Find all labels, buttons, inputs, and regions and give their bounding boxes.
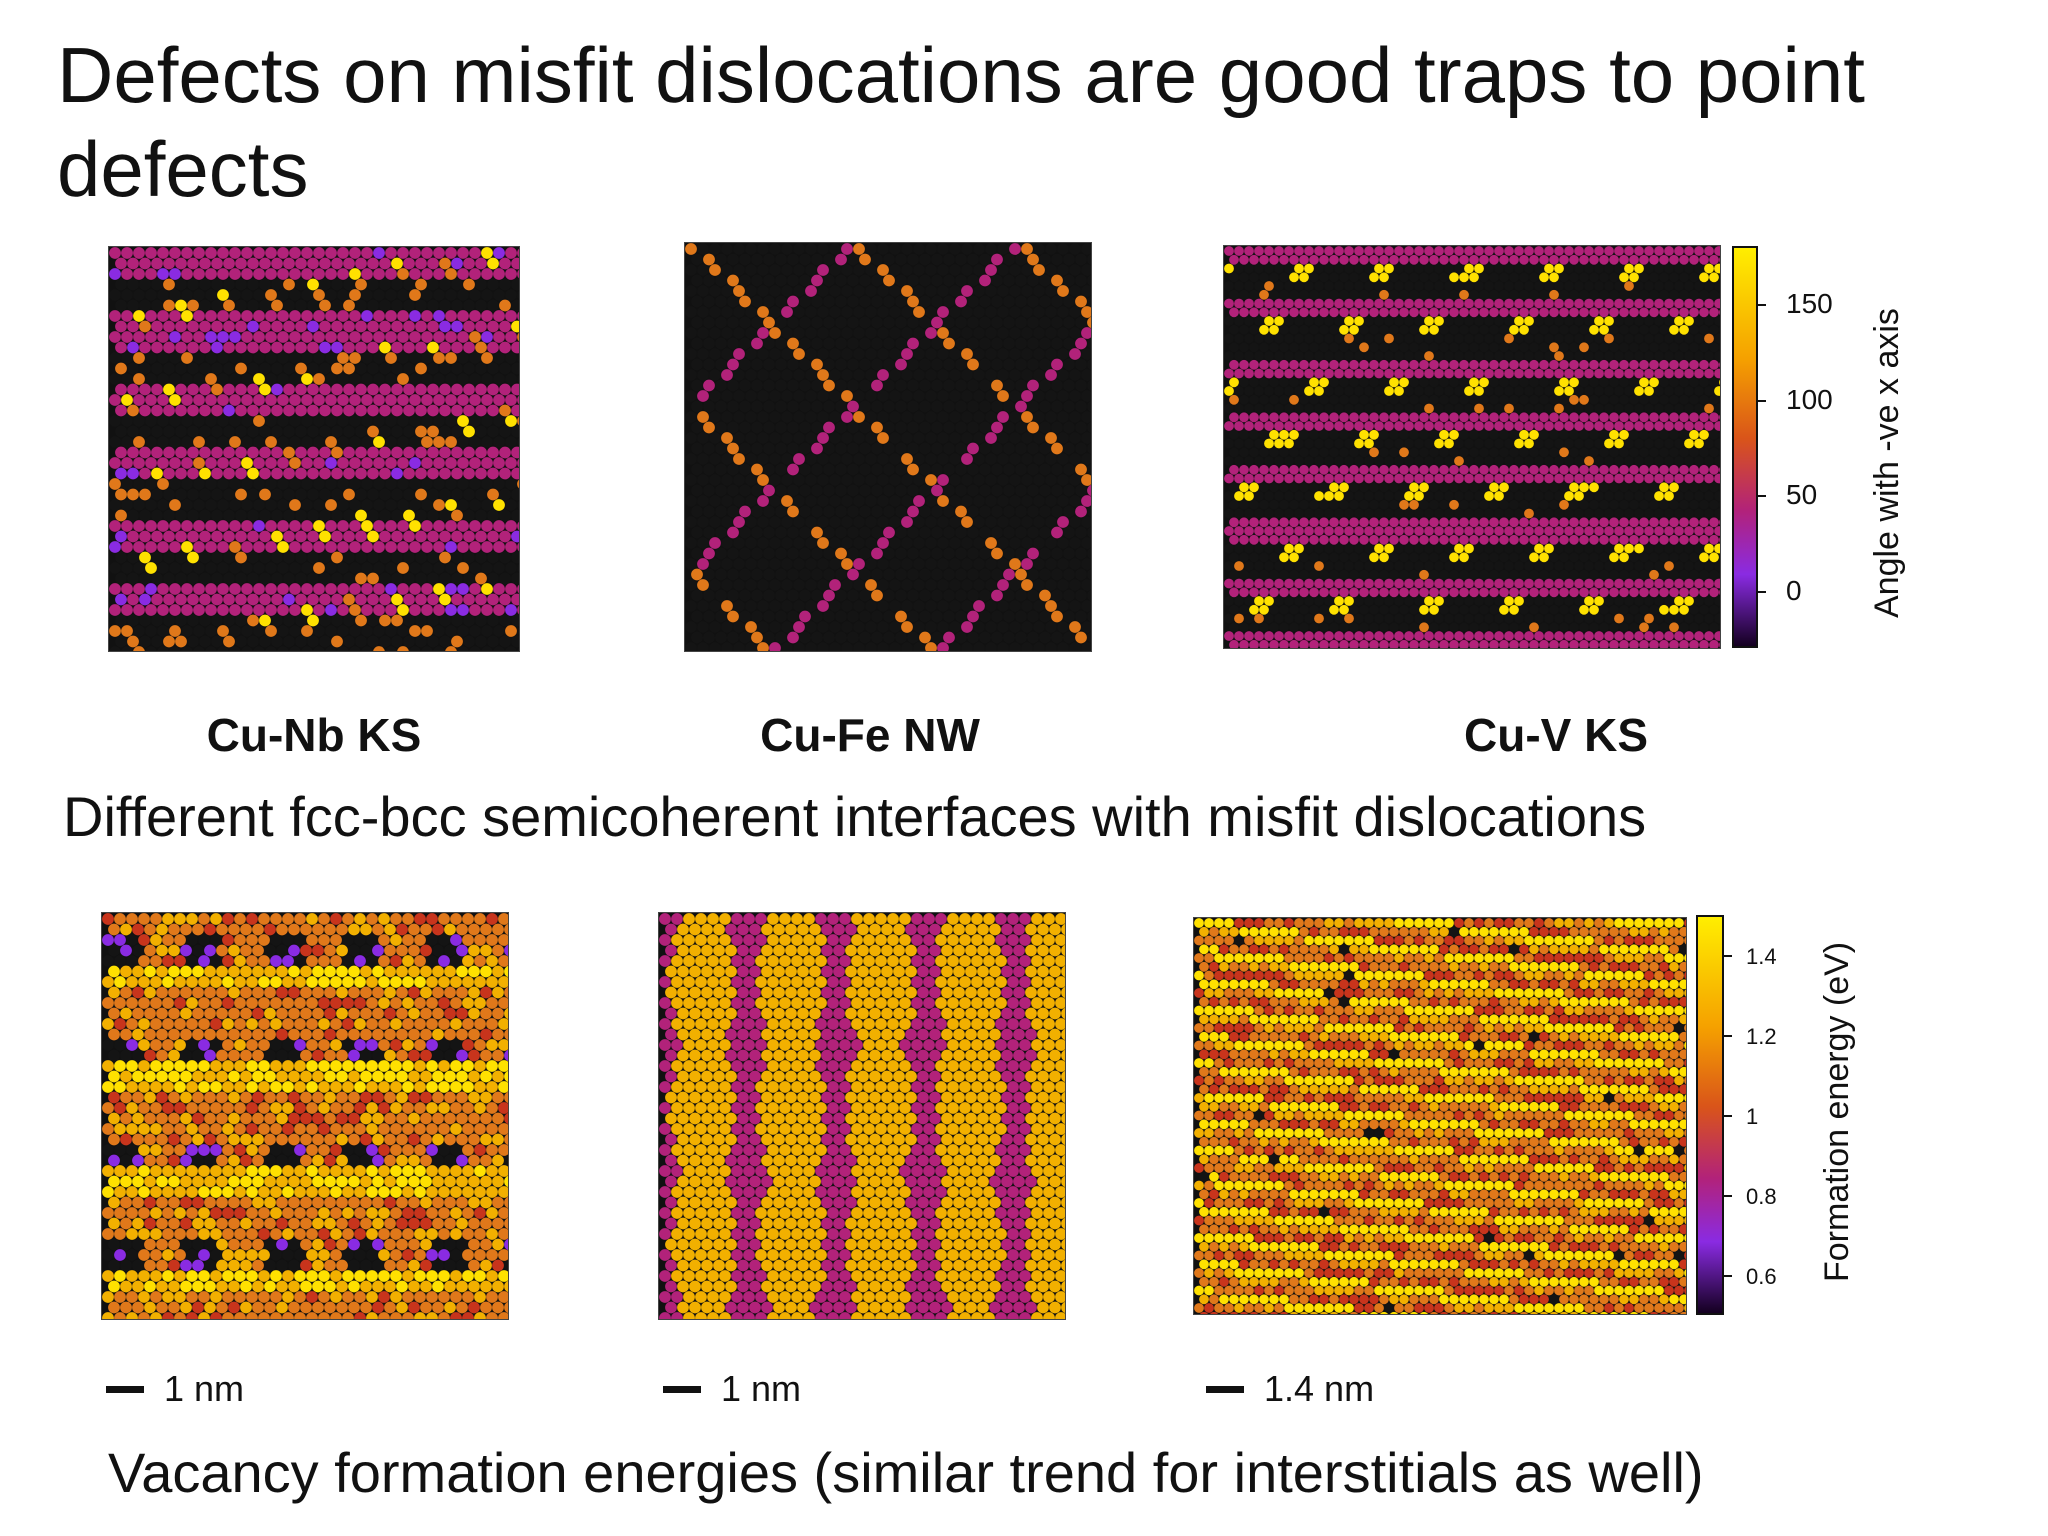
energy-tick-1-2: 1.2 bbox=[1746, 1024, 1777, 1049]
colorbar-tickmark bbox=[1758, 495, 1766, 497]
scalebar-label: 1.4 nm bbox=[1264, 1368, 1375, 1409]
bottom-caption: Vacancy formation energies (similar tren… bbox=[108, 1441, 1704, 1504]
colorbar-tickmark bbox=[1724, 1035, 1732, 1037]
panel-label-cu-v-ks: Cu-V KS bbox=[1464, 709, 1648, 761]
scalebar-cu-nb: 1 nm bbox=[106, 1368, 244, 1410]
scalebar-label: 1 nm bbox=[721, 1368, 802, 1409]
top-caption: Different fcc-bcc semicoherent interface… bbox=[63, 785, 1647, 848]
angle-colorbar bbox=[1732, 246, 1758, 648]
colorbar-tickmark bbox=[1724, 955, 1732, 957]
cu-nb-ks-angle-map bbox=[108, 246, 520, 652]
formation-energy-colorbar bbox=[1696, 915, 1724, 1315]
angle-colorbar-label: Angle with -ve x axis bbox=[1868, 308, 1906, 618]
colorbar-tickmark bbox=[1758, 400, 1766, 402]
scalebar-cu-v: 1.4 nm bbox=[1206, 1368, 1374, 1410]
scalebar-label: 1 nm bbox=[164, 1368, 245, 1409]
cu-nb-ks-vacancy-energy-map bbox=[101, 912, 509, 1320]
scalebar-cu-fe: 1 nm bbox=[663, 1368, 801, 1410]
cu-v-ks-vacancy-energy-map bbox=[1193, 917, 1687, 1315]
panel-label-cu-nb-ks: Cu-Nb KS bbox=[206, 709, 422, 761]
scalebar-line bbox=[1206, 1385, 1244, 1393]
formation-energy-colorbar-label: Formation energy (eV) bbox=[1818, 941, 1856, 1282]
scalebar-line bbox=[106, 1385, 144, 1393]
angle-tick-100: 100 bbox=[1786, 384, 1833, 415]
angle-tick-0: 0 bbox=[1786, 575, 1802, 606]
cu-fe-nw-angle-map bbox=[684, 242, 1092, 652]
energy-tick-1-4: 1.4 bbox=[1746, 944, 1777, 969]
cu-v-ks-angle-map bbox=[1223, 245, 1721, 649]
colorbar-tickmark bbox=[1724, 1195, 1732, 1197]
energy-tick-1: 1 bbox=[1746, 1104, 1759, 1129]
colorbar-tickmark bbox=[1724, 1115, 1732, 1117]
colorbar-tickmark bbox=[1758, 591, 1766, 593]
colorbar-tickmark bbox=[1758, 304, 1766, 306]
panel-label-cu-fe-nw: Cu-Fe NW bbox=[760, 709, 980, 761]
angle-tick-150: 150 bbox=[1786, 288, 1833, 319]
colorbar-tickmark bbox=[1724, 1275, 1732, 1277]
angle-tick-50: 50 bbox=[1786, 479, 1818, 510]
cu-fe-nw-vacancy-energy-map bbox=[658, 912, 1066, 1320]
energy-tick-0-6: 0.6 bbox=[1746, 1264, 1777, 1289]
slide-title: Defects on misfit dislocations are good … bbox=[57, 31, 1865, 213]
energy-tick-0-8: 0.8 bbox=[1746, 1184, 1777, 1209]
scalebar-line bbox=[663, 1385, 701, 1393]
